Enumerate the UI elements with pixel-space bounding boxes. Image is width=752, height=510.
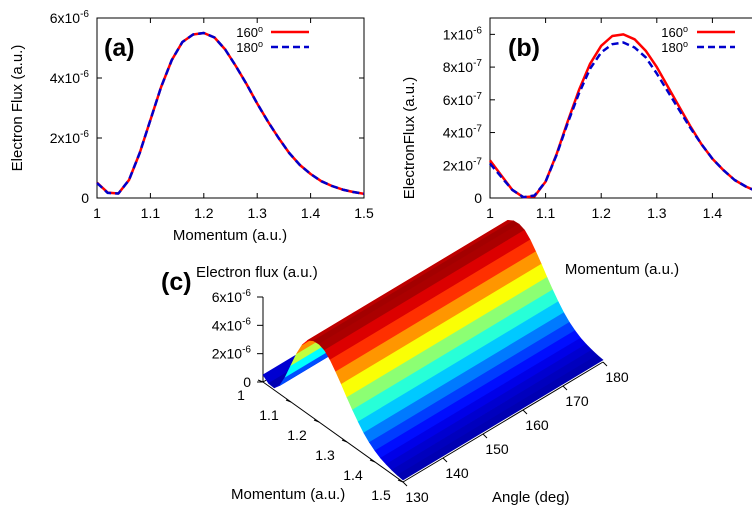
panel-b-y-tick-label: 4x10-7: [443, 124, 483, 141]
panel-a-y-axis-title: Electron Flux (a.u.): [9, 45, 26, 172]
surface-strip: [396, 354, 604, 481]
panel-b: 1 1.1 1.2 1.3 1.4 02x10-74x10-76x10-78x10-71…: [401, 17, 752, 278]
legend-a-160-label: 160o: [236, 24, 263, 40]
momentum-tick-label: 1.3: [315, 447, 335, 463]
momentum-tick-mark: [397, 479, 404, 483]
momentum-tick-label: 1.2: [287, 427, 307, 443]
panel-a-x-axis-title: Momentum (a.u.): [173, 227, 287, 244]
panel-b-y-tick-label: 2x10-7: [443, 156, 483, 173]
momentum-axis-line: [262, 381, 404, 483]
legend-a-180-label: 180o: [236, 39, 263, 55]
panel-b-x-tick-label: 1.4: [703, 205, 723, 221]
legend-b-180-label: 180o: [661, 39, 688, 55]
flux-tick-label: 2x10-6: [212, 345, 252, 362]
panel-a-y-ticks: 0 2x10-6 4x10-6 6x10-6: [50, 9, 364, 206]
angle-tick-label: 130: [405, 489, 429, 505]
momentum-tick-label: 1.4: [343, 467, 363, 483]
panel-b-x-axis-title: Momentum (a.u.): [565, 261, 679, 278]
panel-a-label: (a): [104, 34, 135, 62]
angle-tick-label: 140: [445, 465, 469, 481]
panel-a-series-160: [96, 31, 365, 196]
panel-b-y-ticks: 0 2x10-7 4x10-7 6x10-7 8x10-7 1x10-6: [443, 25, 495, 206]
angle-tick-label: 180: [605, 369, 629, 385]
panel-a-series: [96, 31, 365, 196]
angle-tick-label: 160: [525, 417, 549, 433]
momentum-tick-mark: [257, 379, 264, 383]
momentum-tick-mark: [341, 439, 348, 443]
panel-a-y-tick-label: 2x10-6: [50, 129, 90, 146]
panel-c-x-axis-title: Momentum (a.u.): [231, 486, 345, 503]
panel-a-y-tick-label: 0: [81, 190, 89, 206]
flux-tick-label: 0: [243, 374, 251, 390]
panel-a-x-tick-label: 1.1: [141, 205, 161, 221]
panel-b-label: (b): [508, 34, 540, 62]
momentum-tick-mark: [369, 459, 376, 463]
panel-b-x-tick-label: 1.1: [536, 205, 556, 221]
legend-b-160-label: 160o: [661, 24, 688, 40]
panel-c-surface: [262, 219, 604, 481]
panel-b-legend: 160o 180o: [661, 24, 735, 55]
panel-a-x-tick-label: 1.4: [301, 205, 321, 221]
panel-a-frame: [96, 17, 365, 199]
angle-tick-label: 150: [485, 441, 509, 457]
panel-a: 1 1.1 1.2 1.3 1.4 1.5 0 2x10-6 4x10-6 6x10-6 (a)…: [9, 9, 374, 244]
panel-c-axes: 0 2x10-6 4x10-6 6x10-6 1 1.1 1.2 1.3 1.4 1.5 130 14…: [212, 261, 629, 505]
panel-a-legend: 160o 180o: [236, 24, 309, 55]
angle-tick-mark: [442, 457, 448, 463]
panel-c: (c) Electron flux (a.u.) 0 2x10-6 4x10-6 6x…: [161, 219, 629, 506]
panel-b-x-ticks: 1 1.1 1.2 1.3 1.4: [486, 18, 722, 221]
panel-a-x-tick-label: 1: [93, 205, 101, 221]
angle-tick-mark: [482, 433, 488, 439]
panel-a-x-tick-label: 1.2: [194, 205, 214, 221]
panel-b-x-tick-label: 1.3: [647, 205, 667, 221]
panel-b-y-tick-label: 1x10-6: [443, 25, 483, 42]
momentum-tick-label: 1.1: [259, 407, 279, 423]
panel-b-series: [489, 33, 752, 199]
momentum-tick-label: 1.5: [371, 487, 391, 503]
angle-tick-mark: [602, 361, 608, 367]
angle-tick-label: 170: [565, 393, 589, 409]
flux-tick-label: 6x10-6: [212, 288, 252, 305]
panel-a-series-180: [96, 31, 365, 196]
momentum-tick-label: 1: [237, 387, 245, 403]
panel-c-z-axis-title: Electron flux (a.u.): [196, 264, 318, 281]
panel-b-y-tick-label: 6x10-7: [443, 91, 483, 108]
panel-b-frame: [489, 17, 752, 199]
panel-b-x-tick-label: 1.2: [591, 205, 611, 221]
panel-a-x-tick-label: 1.3: [247, 205, 267, 221]
panel-b-y-axis-title: ElectronFlux (a.u.): [401, 77, 418, 200]
panel-a-x-ticks: 1 1.1 1.2 1.3 1.4 1.5: [93, 18, 374, 221]
angle-tick-mark: [562, 385, 568, 391]
angle-axis-line: [402, 361, 604, 483]
panel-a-y-tick-label: 4x10-6: [50, 69, 90, 86]
panel-c-y-axis-title: Angle (deg): [492, 489, 570, 506]
momentum-tick-mark: [313, 419, 320, 423]
panel-b-x-tick-label: 1: [486, 205, 494, 221]
momentum-tick-mark: [285, 399, 292, 403]
panel-b-series-180: [489, 41, 752, 199]
angle-tick-mark: [522, 409, 528, 415]
panel-a-y-tick-label: 6x10-6: [50, 9, 90, 26]
panel-a-x-tick-label: 1.5: [354, 205, 374, 221]
flux-tick-label: 4x10-6: [212, 316, 252, 333]
panel-c-label: (c): [161, 268, 192, 296]
angle-tick-mark: [402, 481, 408, 487]
panel-b-y-tick-label: 8x10-7: [443, 58, 483, 75]
panel-b-y-tick-label: 0: [474, 190, 482, 206]
